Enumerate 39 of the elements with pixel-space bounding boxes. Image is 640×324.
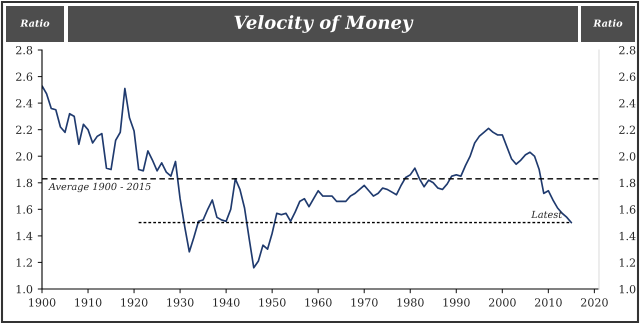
y2-tick-label: 1.8	[620, 178, 636, 188]
y-tick-label: 2.2	[16, 126, 32, 134]
ref-line-label: Average 1900 - 2015	[48, 182, 151, 192]
y-tick-label: 2.0	[16, 152, 32, 161]
y2-tick-label: 2.6	[619, 72, 636, 81]
y2-tick-label: 2.4	[619, 99, 636, 108]
y-tick-label: 1.0	[16, 284, 32, 294]
y-tick-label: 1.2	[16, 258, 32, 267]
x-tick-label: 1920	[121, 298, 148, 307]
y-tick-label: 1.6	[16, 205, 32, 214]
y2-axis-title: Ratio	[593, 19, 622, 27]
x-tick-label: 1980	[397, 298, 424, 307]
y-axis-title: Ratio	[20, 19, 50, 27]
y-tick-label: 1.8	[16, 178, 32, 188]
x-tick-label: 1900	[29, 298, 56, 307]
x-tick-label: 1950	[259, 298, 286, 307]
y-tick-label: 1.4	[16, 232, 32, 240]
y2-tick-label: 2.8	[619, 46, 636, 54]
x-tick-label: 1970	[351, 298, 378, 307]
y2-tick-label: 1.6	[620, 205, 636, 214]
x-tick-label: 2010	[534, 298, 562, 307]
x-tick-label: 1930	[167, 298, 194, 307]
y2-tick-label: 2.0	[619, 152, 636, 161]
y2-tick-label: 1.2	[620, 258, 636, 267]
x-tick-label: 1910	[75, 298, 102, 307]
annotation: Latest	[531, 210, 562, 218]
y-tick-label: 2.6	[16, 72, 32, 81]
y-tick-label: 2.4	[16, 99, 32, 108]
x-tick-label: 2000	[488, 298, 516, 307]
y2-tick-label: 1.4	[620, 232, 636, 240]
y2-tick-label: 1.0	[620, 284, 636, 294]
chart-title: Velocity of Money	[234, 15, 414, 33]
y2-tick-label: 2.2	[619, 126, 636, 134]
x-tick-label: 2020	[581, 298, 608, 307]
x-tick-label: 1990	[444, 298, 470, 307]
x-tick-label: 1960	[305, 298, 332, 307]
line-series	[42, 85, 572, 269]
y-tick-label: 2.8	[16, 46, 32, 54]
x-tick-label: 1940	[213, 298, 240, 307]
